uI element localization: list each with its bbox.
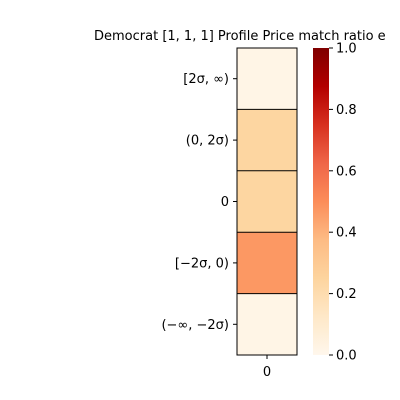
colorbar-tick-label: 0.2 bbox=[336, 287, 357, 302]
row-tick-label: [2σ, ∞) bbox=[183, 72, 229, 87]
row-tick-label: [−2σ, 0) bbox=[175, 256, 229, 271]
column-tick-label: 0 bbox=[263, 365, 271, 380]
colorbar-tick-label: 0.0 bbox=[336, 349, 357, 364]
heatmap-cells bbox=[236, 47, 298, 356]
colorbar-tick-label: 0.8 bbox=[336, 103, 357, 118]
row-tick-label: 0 bbox=[221, 195, 229, 210]
row-tick-labels: [2σ, ∞) (0, 2σ) 0 [−2σ, 0) (−∞, −2σ) bbox=[161, 72, 237, 333]
colorbar bbox=[313, 48, 329, 355]
row-tick-label: (−∞, −2σ) bbox=[161, 318, 229, 333]
column-tick-labels: 0 bbox=[263, 355, 271, 380]
heatmap-cell bbox=[237, 48, 297, 110]
colorbar-tick-label: 0.6 bbox=[336, 164, 357, 179]
heatmap-cell bbox=[237, 109, 297, 171]
colorbar-ticks: 0.0 0.2 0.4 0.6 0.8 1.0 bbox=[329, 42, 357, 364]
heatmap-cell bbox=[237, 293, 297, 355]
heatmap-cell bbox=[237, 232, 297, 294]
colorbar-tick-label: 1.0 bbox=[336, 42, 357, 57]
heatmap-cell bbox=[237, 170, 297, 233]
chart-title: Democrat [1, 1, 1] Profile Price match r… bbox=[94, 29, 386, 44]
colorbar-tick-label: 0.4 bbox=[336, 226, 357, 241]
row-tick-label: (0, 2σ) bbox=[186, 134, 229, 149]
